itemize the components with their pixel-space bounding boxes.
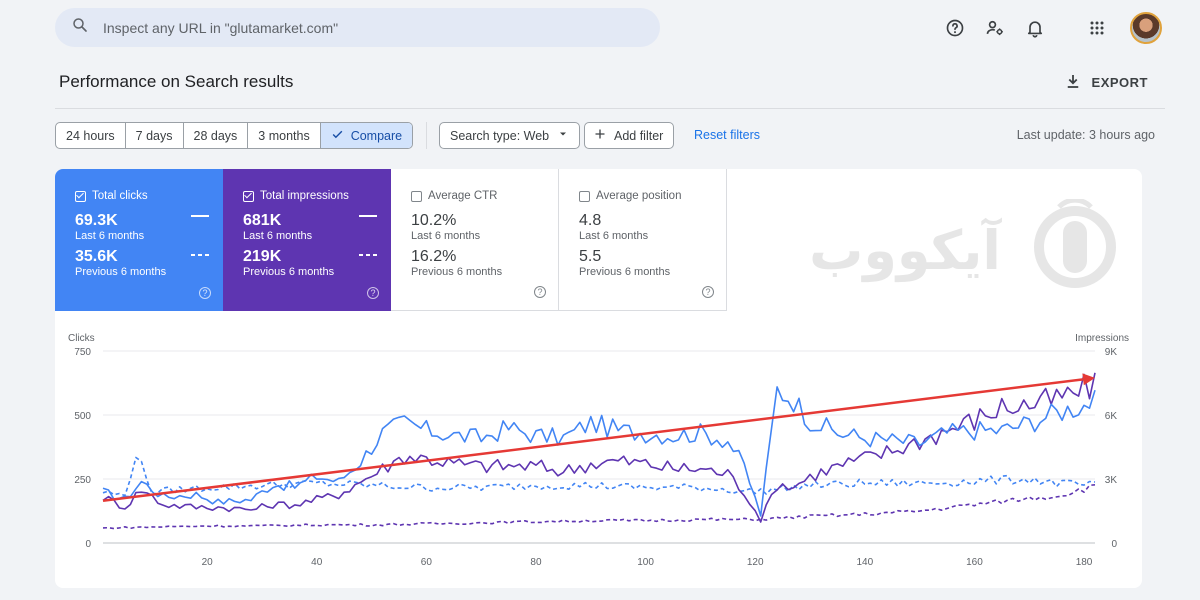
trend-arrow-shaft: [102, 378, 1084, 503]
x-tick-label: 80: [530, 557, 542, 568]
account-avatar[interactable]: [1130, 12, 1162, 44]
reset-filters-link[interactable]: Reset filters: [694, 128, 760, 142]
search-type-dropdown[interactable]: Search type: Web: [439, 122, 581, 149]
plus-icon: [594, 128, 606, 143]
help-icon[interactable]: ?: [199, 287, 211, 299]
metric-label: Average CTR: [428, 190, 498, 202]
range-7-days[interactable]: 7 days: [126, 123, 184, 148]
left-axis-label: Clicks: [68, 333, 95, 344]
metric-total-clicks[interactable]: Total clicks 69.3K Last 6 months 35.6K P…: [55, 169, 223, 311]
solid-line-legend-icon: [359, 215, 377, 217]
left-tick-label: 750: [74, 347, 91, 358]
checkbox-icon[interactable]: [579, 190, 590, 202]
x-tick-label: 40: [311, 557, 323, 568]
metric-previous-period: Previous 6 months: [411, 266, 503, 278]
performance-card: Total clicks 69.3K Last 6 months 35.6K P…: [55, 169, 1142, 588]
metric-previous-value: 5.5: [579, 248, 602, 265]
dashed-line-legend-icon: [191, 254, 209, 256]
metric-label: Average position: [596, 190, 682, 202]
right-tick-label: 0: [1111, 539, 1117, 550]
metric-label: Total clicks: [92, 190, 148, 202]
metric-period: Last 6 months: [411, 230, 481, 242]
x-tick-label: 100: [637, 557, 654, 568]
help-icon[interactable]: [942, 15, 968, 41]
metric-previous-value: 219K: [243, 248, 282, 265]
filter-divider: [426, 122, 427, 149]
download-icon: [1064, 72, 1082, 93]
add-filter-button[interactable]: Add filter: [584, 122, 675, 149]
range-compare-label: Compare: [350, 128, 403, 143]
left-tick-label: 0: [85, 539, 91, 550]
metric-total-impressions[interactable]: Total impressions 681K Last 6 months 219…: [223, 169, 391, 311]
metric-value: 69.3K: [75, 212, 118, 229]
apps-grid-icon[interactable]: [1084, 15, 1110, 41]
metric-value: 10.2%: [411, 212, 457, 229]
previous-impressions-line: [102, 456, 1096, 497]
search-icon: [71, 16, 89, 39]
dashed-line-legend-icon: [359, 254, 377, 256]
trend-arrow-annotation: [102, 373, 1095, 503]
range-compare[interactable]: Compare: [320, 123, 413, 148]
checkbox-icon[interactable]: [75, 190, 86, 202]
chart-series: [102, 372, 1096, 530]
metric-period: Last 6 months: [243, 230, 313, 242]
metric-previous-period: Previous 6 months: [579, 266, 671, 278]
metric-previous-value: 16.2%: [411, 248, 457, 265]
metric-value: 4.8: [579, 212, 602, 229]
metric-value: 681K: [243, 212, 282, 229]
checkbox-icon[interactable]: [411, 190, 422, 202]
range-28-days[interactable]: 28 days: [184, 123, 249, 148]
manage-accounts-icon[interactable]: [982, 15, 1008, 41]
url-inspect-input[interactable]: [103, 19, 623, 36]
notifications-icon[interactable]: [1022, 15, 1048, 41]
trend-arrow-head: [1082, 373, 1095, 386]
current-clicks-line: [102, 386, 1096, 517]
right-tick-label: 3K: [1105, 475, 1118, 486]
help-icon[interactable]: ?: [534, 286, 546, 298]
solid-line-legend-icon: [191, 215, 209, 217]
add-filter-label: Add filter: [614, 128, 664, 143]
checkbox-icon[interactable]: [243, 190, 254, 202]
date-range-selector: 24 hours 7 days 28 days 3 months Compare: [55, 122, 414, 149]
range-3-months[interactable]: 3 months: [248, 123, 321, 148]
current-clicks-line: [102, 372, 1096, 523]
metric-previous-period: Previous 6 months: [75, 266, 167, 278]
metric-period: Last 6 months: [579, 230, 649, 242]
metric-average-ctr[interactable]: Average CTR 10.2% Last 6 months 16.2% Pr…: [391, 169, 559, 311]
x-tick-label: 140: [856, 557, 873, 568]
right-tick-label: 6K: [1105, 411, 1118, 422]
left-tick-label: 250: [74, 475, 91, 486]
right-axis-label: Impressions: [1075, 333, 1129, 344]
dropdown-arrow-icon: [557, 128, 569, 143]
header-divider: [55, 108, 1165, 109]
metric-period: Last 6 months: [75, 230, 145, 242]
left-tick-label: 500: [74, 411, 91, 422]
range-24-hours[interactable]: 24 hours: [56, 123, 126, 148]
chart-grid: 0 250 500 750 0 3K 6K 9K 20 40 60 80 100 120 140 160 180: [74, 347, 1117, 568]
check-icon: [331, 128, 344, 144]
search-type-label: Search type: Web: [450, 128, 550, 143]
x-tick-label: 20: [202, 557, 214, 568]
x-tick-label: 180: [1076, 557, 1093, 568]
export-button[interactable]: EXPORT: [1064, 72, 1148, 93]
x-tick-label: 120: [747, 557, 764, 568]
watermark-emblem-icon: [1034, 199, 1116, 288]
x-tick-label: 160: [966, 557, 983, 568]
previous-impressions-line: [102, 484, 1096, 530]
help-icon[interactable]: ?: [702, 286, 714, 298]
performance-chart[interactable]: Clicks Impressions 0 250 500 750 0 3K 6K 9K 20 40…: [55, 319, 1142, 588]
last-update-text: Last update: 3 hours ago: [1016, 128, 1155, 142]
metric-label: Total impressions: [260, 190, 349, 202]
help-icon[interactable]: ?: [367, 287, 379, 299]
url-inspect-search[interactable]: [55, 8, 660, 47]
watermark-text: آیکووب: [809, 217, 1002, 282]
metric-average-position[interactable]: Average position 4.8 Last 6 months 5.5 P…: [559, 169, 727, 311]
metric-previous-period: Previous 6 months: [243, 266, 335, 278]
x-tick-label: 60: [421, 557, 433, 568]
export-label: EXPORT: [1091, 75, 1148, 90]
watermark-logo: آیکووب: [809, 199, 1116, 288]
page-title: Performance on Search results: [59, 72, 294, 91]
right-tick-label: 9K: [1105, 347, 1118, 358]
metric-previous-value: 35.6K: [75, 248, 118, 265]
